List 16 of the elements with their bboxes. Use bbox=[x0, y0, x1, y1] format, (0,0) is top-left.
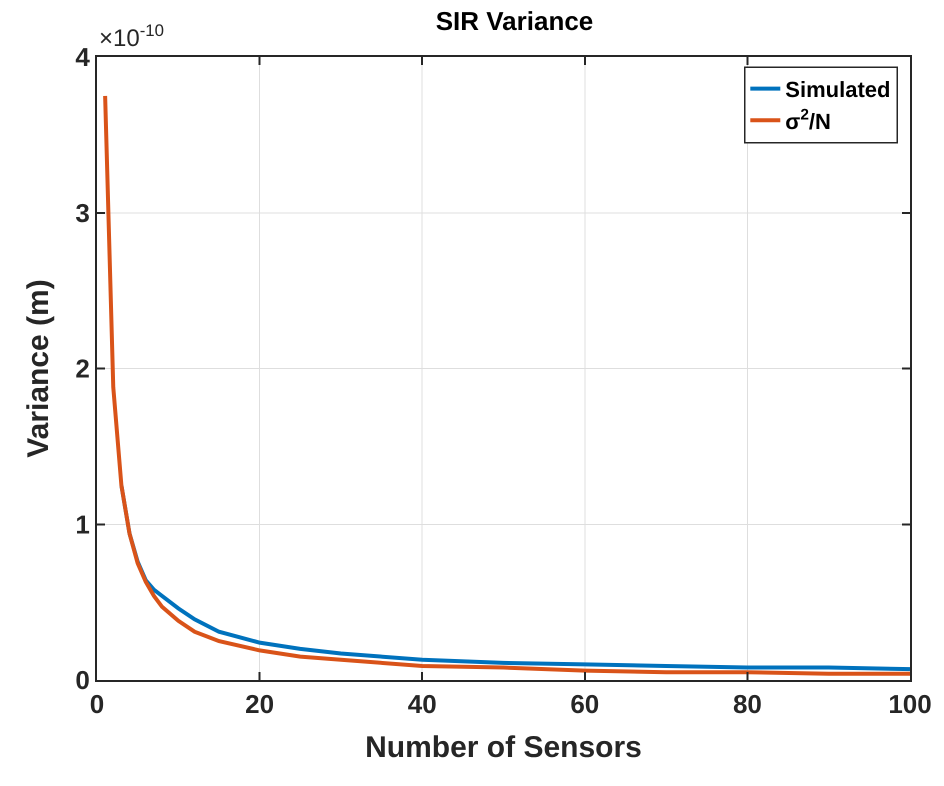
y-tick-label: 4 bbox=[75, 42, 90, 72]
text: ×10$^{-10}$ bbox=[99, 21, 164, 52]
x-tick-label: 100 bbox=[888, 689, 932, 720]
x-tick-label: 40 bbox=[408, 689, 437, 720]
legend-label: Simulated bbox=[785, 77, 890, 102]
y-axis-title: Variance (m) bbox=[22, 279, 55, 458]
x-tick-label: 20 bbox=[245, 689, 274, 720]
x-tick-label: 60 bbox=[570, 689, 600, 720]
y-tick-label: 0 bbox=[75, 665, 90, 696]
x-tick-label: 80 bbox=[732, 689, 762, 720]
legend-label: σ$^{2}$/N bbox=[785, 106, 831, 134]
chart-title: SIR Variance bbox=[436, 6, 594, 36]
y-tick-label: 1 bbox=[75, 509, 90, 540]
x-axis-title: Number of Sensors bbox=[365, 731, 642, 764]
y-tick-label: 2 bbox=[75, 354, 90, 384]
y-tick-label: 3 bbox=[75, 198, 90, 228]
